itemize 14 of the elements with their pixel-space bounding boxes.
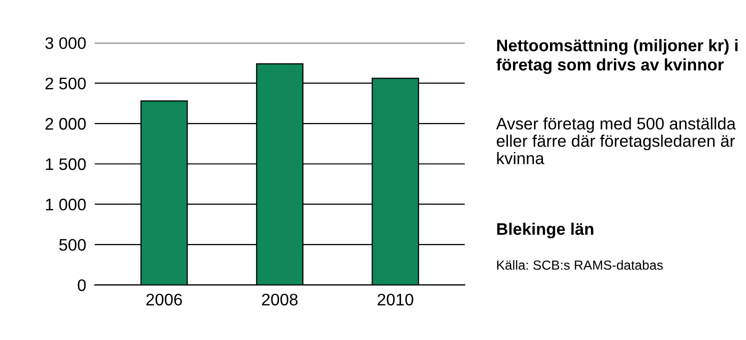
text: Nettoomsättning (miljoner kr) i företag som drivs av kvinnor	[496, 39, 738, 74]
x-tick-label: 2008	[262, 294, 298, 306]
text: Avser företag med 500 anställda eller färre där företagsledaren är kvinna	[496, 117, 736, 164]
text: Källa: SCB:s RAMS-databas	[497, 260, 663, 270]
text: Blekinge län	[497, 222, 594, 238]
x-tick-label: 2010	[378, 294, 414, 306]
y-tick-label: 2 500	[46, 78, 86, 90]
y-tick-label: 500	[59, 238, 86, 251]
y-tick-label: 2 000	[46, 118, 86, 130]
y-tick-label: 1 000	[46, 198, 86, 210]
y-tick-label: 0	[78, 279, 86, 292]
y-tick-label: 1 500	[46, 158, 86, 170]
y-tick-label: 3 000	[45, 37, 86, 50]
x-tick-label: 2006	[146, 294, 182, 306]
